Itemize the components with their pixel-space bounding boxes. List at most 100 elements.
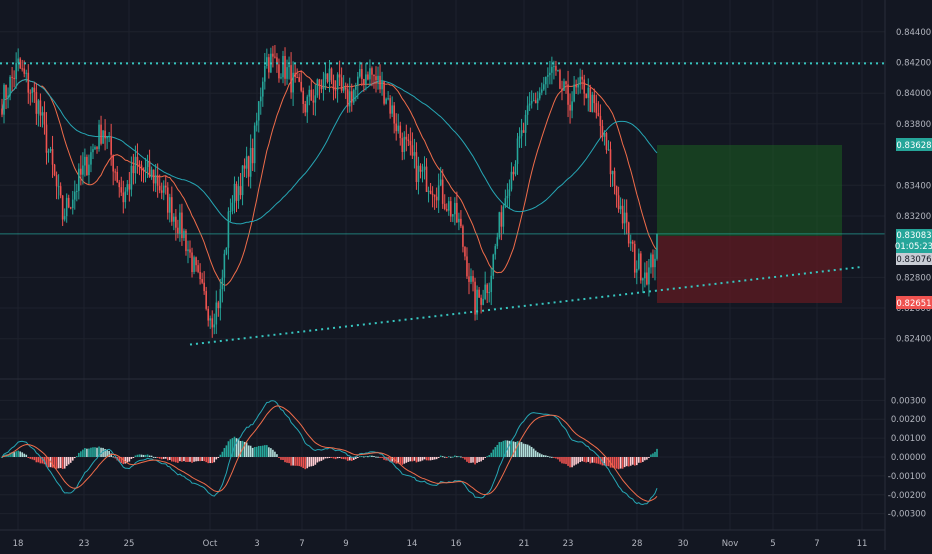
candle-body — [357, 76, 359, 86]
candle-body — [551, 66, 553, 73]
time-tick-label: 7 — [814, 539, 819, 549]
histogram-bar — [235, 438, 238, 457]
histogram-bar — [98, 446, 100, 457]
histogram-bar — [413, 457, 416, 461]
candle-body — [37, 100, 40, 114]
histogram-bar — [164, 457, 167, 459]
candle-body — [520, 130, 523, 137]
candle-body — [251, 147, 254, 164]
oscillator-axis[interactable]: 0.00300 0.00200 0.00100 0.00000 -0.00100 -0.0… — [888, 396, 926, 519]
candle-body — [148, 161, 151, 178]
histogram-bar — [638, 457, 640, 463]
candle-body — [120, 187, 123, 193]
candle-body — [199, 271, 201, 279]
histogram-bar — [330, 457, 333, 458]
time-tick-label: 21 — [519, 539, 530, 549]
histogram-bar — [389, 457, 391, 462]
histogram-bar — [648, 457, 650, 458]
candle-body — [33, 87, 36, 93]
candle-body — [286, 67, 288, 79]
histogram-bar — [363, 456, 365, 458]
oscillator-tick-label: 0.00200 — [891, 415, 926, 425]
candle-body — [229, 210, 232, 212]
candle-body — [340, 77, 343, 91]
candle-body — [476, 289, 478, 315]
oscillator-tick-label: -0.00200 — [888, 491, 926, 501]
candle-body — [642, 278, 644, 281]
histogram-bar — [146, 454, 149, 457]
histogram-bar — [290, 457, 292, 466]
entry-price-label: 0.83076 — [896, 255, 931, 265]
histogram-bar — [67, 457, 70, 465]
candle-body — [257, 101, 260, 121]
candle-body — [31, 87, 34, 93]
histogram-bar — [322, 457, 325, 460]
candle-body — [391, 105, 393, 114]
candle-body — [536, 98, 539, 104]
histogram-bar — [367, 456, 369, 458]
candle-body — [49, 149, 52, 152]
candle-body — [80, 168, 82, 175]
histogram-bar — [69, 457, 72, 463]
candle-body — [597, 112, 600, 116]
candle-body — [65, 197, 68, 217]
candle-body — [654, 258, 656, 268]
candle-body — [146, 161, 149, 168]
candle-body — [13, 77, 15, 80]
histogram-bar — [61, 457, 64, 470]
loss-zone[interactable] — [657, 236, 842, 303]
histogram-bar — [207, 457, 210, 464]
profit-zone[interactable] — [657, 145, 842, 236]
histogram-bar — [429, 457, 432, 461]
candle-body — [280, 77, 282, 79]
histogram-bar — [152, 456, 155, 458]
candle-body — [104, 130, 106, 139]
histogram-bar — [171, 457, 173, 462]
histogram-bar — [433, 457, 436, 460]
histogram-bar — [421, 457, 424, 461]
candle-body — [462, 226, 464, 247]
histogram-bar — [534, 450, 537, 457]
candle-body — [581, 76, 584, 80]
candle-body — [567, 84, 569, 105]
candle-body — [449, 201, 452, 217]
histogram-bar — [542, 455, 545, 457]
histogram-bar — [417, 457, 420, 462]
candle-body — [638, 253, 640, 269]
candle-body — [609, 149, 612, 175]
candle-body — [512, 171, 515, 175]
histogram-bar — [597, 457, 600, 464]
candle-body — [482, 298, 484, 305]
histogram-bar — [316, 457, 319, 463]
histogram-bar — [603, 457, 606, 466]
candle-body — [96, 147, 98, 149]
candle-body — [223, 253, 226, 278]
price-tick-label: 0.82800 — [896, 273, 931, 283]
candle-body — [644, 272, 646, 279]
histogram-bar — [530, 446, 533, 457]
histogram-bar — [270, 448, 272, 457]
histogram-bar — [522, 443, 525, 457]
candle-body — [312, 100, 315, 103]
histogram-bar — [476, 457, 478, 463]
candle-body — [565, 81, 567, 85]
candle-body — [332, 80, 335, 90]
histogram-bar — [567, 457, 569, 466]
histogram-bar — [39, 457, 42, 464]
time-axis[interactable]: 18 23 25 Oct 3 7 9 14 16 21 23 28 30 Nov 5 7 11 — [13, 539, 868, 549]
candle-body — [47, 151, 50, 153]
candle-body — [189, 249, 191, 253]
candle-body — [92, 149, 94, 153]
price-axis[interactable]: 0.84400 0.84200 0.84000 0.83800 0.83400 0.832… — [896, 28, 931, 345]
candle-body — [623, 212, 626, 224]
candle-body — [284, 55, 286, 79]
histogram-bar — [92, 447, 94, 457]
histogram-bar — [199, 457, 201, 462]
histogram-bar — [298, 457, 300, 467]
histogram-bar — [480, 457, 482, 462]
candle-body — [413, 152, 416, 156]
candle-body — [249, 147, 252, 177]
histogram-bar — [158, 457, 161, 459]
candle-body — [67, 197, 70, 208]
